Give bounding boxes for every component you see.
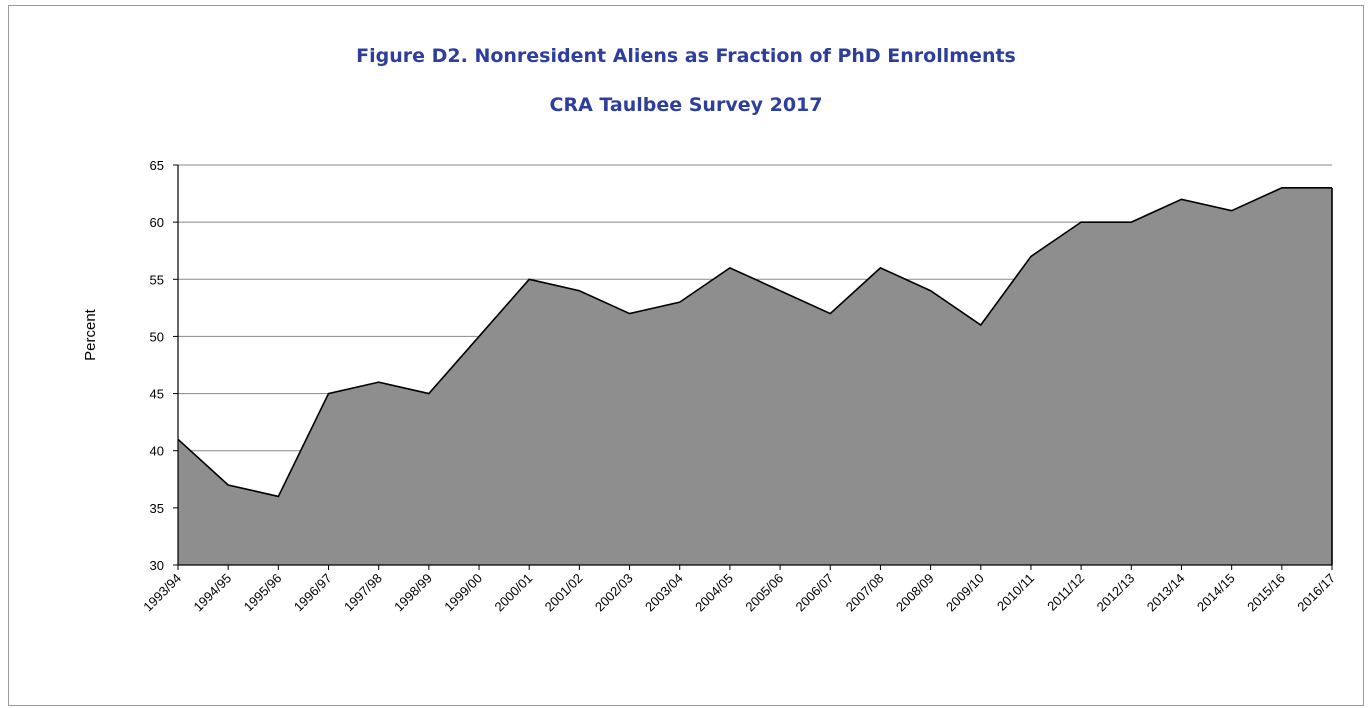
area-line — [177, 187, 1332, 498]
area — [178, 187, 1332, 565]
y-tick-label: 55 — [150, 272, 164, 287]
x-tick-label: 2010/11 — [994, 571, 1037, 614]
x-tick-label: 2015/16 — [1244, 571, 1288, 615]
x-tick-label: 1993/94 — [140, 571, 184, 615]
y-tick-label: 60 — [150, 215, 164, 230]
x-tick-label: 1996/97 — [291, 571, 335, 615]
x-tick-label: 2005/06 — [742, 571, 786, 615]
x-tick-label: 2002/03 — [592, 571, 636, 615]
x-tick-label: 2011/12 — [1044, 571, 1087, 614]
x-tick-label: 2008/09 — [893, 571, 937, 615]
x-tick-label: 1998/99 — [391, 571, 435, 615]
x-tick-label: 2003/04 — [642, 571, 686, 615]
y-tick-label: 45 — [150, 387, 164, 402]
x-tick-label: 2013/14 — [1144, 571, 1188, 615]
y-tick-label: 30 — [150, 558, 164, 573]
frame — [8, 5, 1364, 706]
x-tick-label: 2004/05 — [692, 571, 736, 615]
y-tick-label: 40 — [150, 444, 164, 459]
x-tick-label: 2000/01 — [491, 571, 535, 615]
x-tick-label: 1997/98 — [341, 571, 385, 615]
x-tick-label: 2009/10 — [943, 571, 987, 615]
x-tick-label: 2016/17 — [1294, 571, 1338, 615]
x-tick-label: 1994/95 — [190, 571, 234, 615]
y-axis-label: Percent — [82, 308, 99, 361]
x-tick-label: 2006/07 — [793, 571, 837, 615]
x-tick-label: 2007/08 — [843, 571, 887, 615]
y-tick-label: 65 — [150, 158, 164, 173]
y-tick-label: 35 — [150, 501, 164, 516]
x-tick-label: 2014/15 — [1194, 571, 1238, 615]
chart-subtitle: CRA Taulbee Survey 2017 — [550, 94, 823, 116]
y-tick-label: 50 — [150, 329, 164, 344]
chart-title: Figure D2. Nonresident Aliens as Fractio… — [356, 45, 1016, 67]
x-tick-label: 2001/02 — [542, 571, 586, 615]
x-tick-label: 1999/00 — [441, 571, 485, 615]
x-tick-label: 2012/13 — [1094, 571, 1138, 615]
x-tick-label: 1995/96 — [241, 571, 285, 615]
